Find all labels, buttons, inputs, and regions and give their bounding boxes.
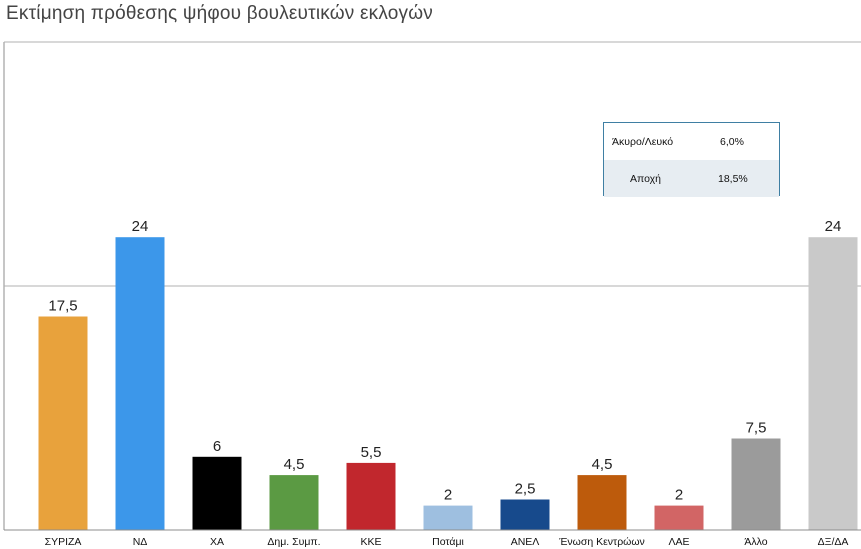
chart-title: Εκτίμηση πρόθεσης ψήφου βουλευτικών εκλο… — [6, 3, 433, 24]
info-row-label: Άκυρο/Λευκό — [612, 136, 674, 148]
bar-value-label: 5,5 — [361, 444, 382, 461]
info-row-value: 18,5% — [718, 173, 748, 185]
x-tick-label: ΔΞ/ΔΑ — [818, 536, 849, 548]
x-tick-label: ΛΑΕ — [668, 536, 689, 548]
bar-value-label: 17,5 — [48, 298, 77, 315]
x-tick-label: ΚΚΕ — [360, 536, 381, 548]
x-tick-label: Ποτάμι — [432, 536, 464, 548]
bar — [731, 438, 781, 530]
bar — [654, 505, 704, 530]
bar — [38, 316, 88, 530]
bar — [115, 237, 165, 530]
info-row-abstention: Αποχή 18,5% — [604, 160, 779, 197]
info-row-value: 6,0% — [720, 136, 744, 148]
bar — [500, 499, 550, 530]
x-tick-label: ΑΝΕΛ — [511, 536, 540, 548]
x-tick-label: ΣΥΡΙΖΑ — [45, 536, 82, 548]
bar-value-label: 7,5 — [746, 420, 767, 437]
info-row-invalid-blank: Άκυρο/Λευκό 6,0% — [604, 123, 779, 160]
x-tick-label: Ένωση Κεντρώων — [558, 536, 645, 548]
bar-value-label: 2 — [444, 487, 452, 504]
x-tick-label: ΝΔ — [133, 536, 148, 548]
x-tick-label: Άλλο — [744, 536, 767, 548]
bar — [346, 462, 396, 530]
bar-value-label: 4,5 — [592, 456, 613, 473]
bar-value-label: 24 — [825, 218, 842, 235]
bar-value-label: 24 — [132, 218, 149, 235]
bar — [269, 475, 319, 530]
x-tick-label: Δημ. Συμπ. — [267, 536, 320, 548]
info-box: Άκυρο/Λευκό 6,0% Αποχή 18,5% — [603, 122, 780, 197]
bar-value-label: 4,5 — [284, 456, 305, 473]
bar-value-label: 2,5 — [515, 481, 536, 498]
bar-value-label: 2 — [675, 487, 683, 504]
bar — [808, 237, 858, 530]
info-row-label: Αποχή — [630, 173, 662, 185]
x-tick-label: ΧΑ — [210, 536, 224, 548]
bar — [577, 475, 627, 530]
bar — [423, 505, 473, 530]
bar-value-label: 6 — [213, 438, 221, 455]
bar — [192, 456, 242, 530]
